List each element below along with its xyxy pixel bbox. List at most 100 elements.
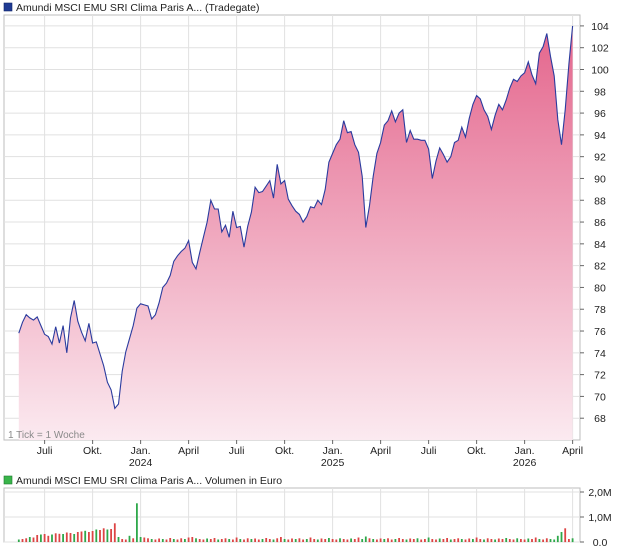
volume-bar [420,539,423,542]
volume-chart-title: Amundi MSCI EMU SRI Clima Paris A... Vol… [16,475,282,487]
price-y-axis-ticks: 68 70 72 74 76 78 80 82 84 86 88 90 92 94 96 98 100 102 10… [580,21,609,425]
volume-bar [457,538,460,543]
volume-bar [361,539,364,542]
x-tick-label: Juli [37,445,53,457]
volume-bar [80,531,83,542]
volume-bar [209,539,212,542]
volume-bar [243,539,245,542]
volume-bar [124,539,127,542]
volume-bar [435,539,437,542]
volume-bar [298,538,301,543]
volume-y-tick-label: 0,0 [593,537,608,546]
volume-bar [128,535,131,543]
volume-bar [328,538,330,542]
volume-bar [390,539,393,542]
volume-plot-background [3,487,581,543]
y-tick-label: 92 [594,152,606,164]
volume-bar [147,538,149,543]
y-tick-label: 80 [594,282,606,294]
volume-bar [335,539,338,542]
volume-bar [490,539,493,542]
volume-bar [446,538,448,542]
tick-interval-note: 1 Tick = 1 Woche [8,430,85,441]
volume-bar [309,537,312,542]
volume-bar [512,539,515,542]
volume-bar [339,538,341,543]
price-area-fill [18,25,573,441]
volume-bar [150,539,153,542]
volume-bar [497,538,500,542]
volume-bar [113,523,116,543]
volume-bars [17,503,574,543]
y-tick-label: 76 [594,326,606,338]
volume-bar [520,539,522,542]
volume-bar [257,539,260,542]
volume-bar [169,538,172,542]
volume-bar [302,539,304,542]
volume-bar [294,539,297,542]
volume-bar [213,538,216,542]
x-tick-year-label: 2024 [129,457,153,469]
volume-bar [494,539,496,542]
volume-bar [549,539,552,542]
x-tick-label: Okt. [275,445,294,457]
volume-legend-swatch [3,475,13,485]
volume-bar [553,539,556,542]
volume-bar [405,539,408,542]
volume-bar [47,535,50,543]
volume-bar [383,539,386,542]
x-tick-label: April [562,445,583,457]
volume-bar [357,537,360,542]
volume-bar [217,539,220,542]
volume-bar [501,539,504,542]
volume-bar [479,539,482,542]
volume-bar [416,538,419,543]
volume-bar [62,534,64,542]
volume-bar [184,539,186,542]
volume-bar [224,538,227,543]
volume-bar [132,538,135,543]
y-tick-label: 104 [591,21,609,33]
volume-bar [531,539,533,542]
volume-bar [364,536,367,542]
y-tick-label: 88 [594,195,606,207]
volume-bar [368,538,371,543]
volume-bar [291,538,293,542]
volume-bar [313,539,316,542]
volume-bar [36,535,39,542]
volume-bar [453,539,456,542]
volume-bar [387,538,389,543]
y-tick-label: 96 [594,108,606,120]
volume-bar [272,539,275,542]
volume-bar [398,538,400,542]
volume-bar [191,537,194,542]
volume-bar [409,538,412,542]
volume-bar [261,539,264,542]
y-tick-label: 72 [594,370,606,382]
volume-bar [571,538,574,543]
volume-bar [21,539,24,542]
volume-bar [228,539,231,542]
volume-bar [372,539,375,542]
volume-bar [442,539,445,542]
volume-bar [305,539,308,542]
volume-bar [268,539,271,542]
volume-bar [486,538,489,543]
volume-bar [95,529,98,542]
y-tick-label: 100 [591,64,609,76]
volume-bar [527,538,530,542]
volume-bar [139,537,142,542]
volume-bar [202,539,205,542]
volume-bar [346,539,349,542]
volume-bar [276,538,279,543]
volume-bar [117,537,120,542]
volume-bar [176,539,179,542]
volume-bar [51,534,53,542]
volume-bar [161,539,164,542]
volume-bar [265,538,268,542]
y-tick-label: 70 [594,391,606,403]
volume-y-axis-ticks: 0,0 1,0M 2,0M [580,487,612,546]
volume-bar [401,539,404,542]
price-chart-title: Amundi MSCI EMU SRI Clima Paris A... (Tr… [16,2,260,14]
volume-bar [412,539,415,542]
